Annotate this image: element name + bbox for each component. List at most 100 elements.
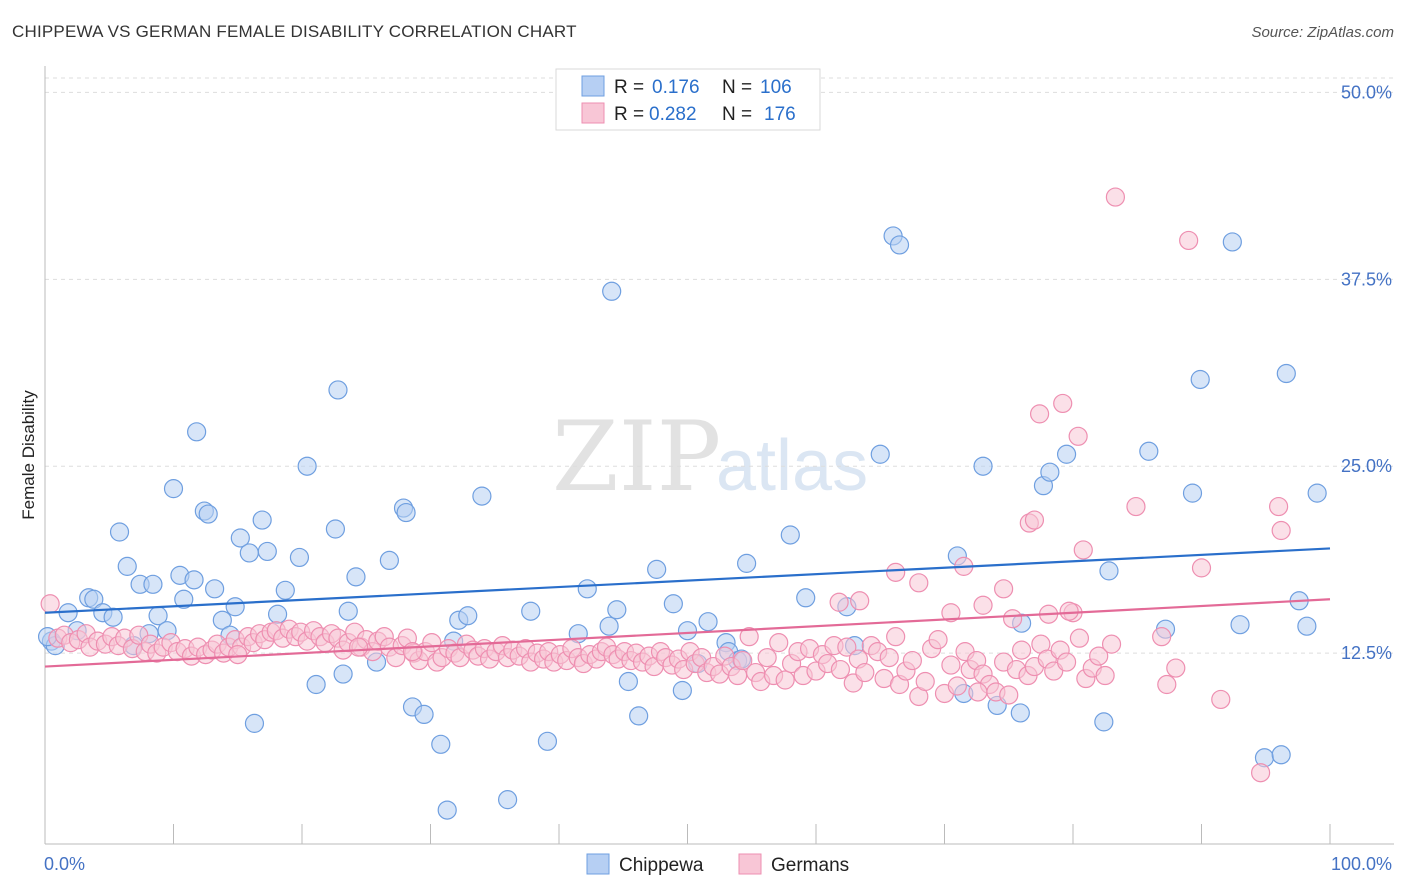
chart-title: CHIPPEWA VS GERMAN FEMALE DISABILITY COR… xyxy=(12,22,577,41)
germans-point xyxy=(1152,627,1172,647)
chippewa-point xyxy=(431,734,451,754)
germans-trend-line xyxy=(44,598,1331,668)
stats-n-value-1: 106 xyxy=(760,77,792,98)
chippewa-point xyxy=(663,594,683,614)
axes xyxy=(44,66,1394,845)
chippewa-point xyxy=(109,522,130,542)
chippewa-point xyxy=(333,664,353,684)
chippewa-point xyxy=(1182,483,1203,503)
germans-point xyxy=(40,594,60,614)
stats-n-value-2: 176 xyxy=(764,104,796,125)
germans-point xyxy=(1271,520,1291,541)
germans-point xyxy=(1268,496,1289,517)
chippewa-point xyxy=(187,422,207,442)
germans-point xyxy=(757,647,777,668)
chippewa-point xyxy=(225,597,245,617)
series-legend: Chippewa Germans xyxy=(586,853,849,876)
germans-point xyxy=(228,645,248,665)
germans-point xyxy=(850,591,870,611)
chippewa-point xyxy=(618,671,638,692)
chippewa-point xyxy=(629,706,649,726)
chippewa-legend-swatch xyxy=(581,75,605,97)
chippewa-point xyxy=(289,547,310,568)
chippewa-point xyxy=(870,444,890,464)
germans-point xyxy=(968,682,988,702)
chippewa-point xyxy=(230,528,250,548)
germans-point xyxy=(1157,674,1177,695)
chippewa-point xyxy=(414,704,434,725)
y-tick-label: 50.0% xyxy=(1341,82,1392,102)
germans-point xyxy=(1024,510,1045,530)
germans-point xyxy=(1069,628,1090,648)
y-tick-label: 37.5% xyxy=(1341,269,1392,289)
stats-n-label-1: N = xyxy=(722,77,752,98)
chippewa-point xyxy=(672,680,692,701)
chippewa-point xyxy=(1056,444,1077,464)
chippewa-point xyxy=(174,589,194,609)
watermark-zip: ZIP xyxy=(552,401,721,513)
legend-chippewa-swatch xyxy=(586,853,610,875)
germans-point xyxy=(1089,646,1109,666)
germans-point xyxy=(1101,634,1122,654)
chippewa-point xyxy=(338,601,358,621)
germans-point xyxy=(775,670,795,690)
germans-point xyxy=(1068,426,1088,446)
chippewa-point xyxy=(1190,369,1210,390)
chippewa-point xyxy=(1230,615,1250,635)
germans-legend-swatch xyxy=(581,102,605,124)
chippewa-point xyxy=(275,580,295,600)
chippewa-point xyxy=(780,525,800,545)
chippewa-points xyxy=(37,226,1327,820)
chippewa-point xyxy=(647,559,667,579)
chippewa-point xyxy=(1276,363,1296,384)
germans-point xyxy=(1095,665,1115,686)
legend-chippewa-label: Chippewa xyxy=(619,855,704,876)
trend-lines xyxy=(44,547,1331,668)
chippewa-point xyxy=(212,610,232,630)
watermark: ZIP atlas xyxy=(552,401,868,513)
germans-point xyxy=(1191,558,1212,578)
germans-point xyxy=(886,562,906,582)
chippewa-point xyxy=(796,588,816,608)
chippewa-point xyxy=(239,543,259,563)
germans-point xyxy=(733,650,753,671)
chippewa-point xyxy=(1307,483,1327,503)
chippewa-point xyxy=(163,479,184,499)
y-tick-label: 12.5% xyxy=(1341,643,1392,663)
source-label: Source: ZipAtlas.com xyxy=(1251,24,1394,41)
germans-point xyxy=(855,662,875,683)
germans-point xyxy=(973,595,993,615)
chippewa-point xyxy=(599,616,619,636)
chippewa-point xyxy=(306,674,326,695)
chippewa-point xyxy=(472,486,492,506)
chippewa-point xyxy=(379,550,399,571)
stats-r-label-2: R = xyxy=(614,104,644,125)
x-tick-label: 100.0% xyxy=(1331,854,1392,874)
germans-point xyxy=(1126,496,1146,517)
legend-germans-swatch xyxy=(738,853,762,875)
x-tick-labels: 0.0% 100.0% xyxy=(44,854,1392,874)
y-tick-label: 25.0% xyxy=(1341,456,1392,476)
chippewa-point xyxy=(437,800,457,820)
chippewa-point xyxy=(1297,616,1317,636)
chippewa-point xyxy=(607,600,627,620)
gridlines xyxy=(45,77,1394,654)
stats-r-label-1: R = xyxy=(614,77,644,98)
germans-point xyxy=(1056,652,1077,672)
germans-point xyxy=(1003,609,1023,629)
y-tick-labels: 12.5% 25.0% 37.5% 50.0% xyxy=(1341,82,1392,663)
chippewa-point xyxy=(328,380,348,400)
germans-point xyxy=(739,627,759,647)
chippewa-point xyxy=(267,604,288,624)
germans-point xyxy=(769,633,789,653)
chippewa-point xyxy=(737,553,757,573)
chippewa-point xyxy=(184,570,204,590)
chippewa-point xyxy=(117,556,137,576)
chippewa-point xyxy=(198,504,218,524)
germans-point xyxy=(1073,540,1093,560)
chippewa-point xyxy=(84,589,104,609)
stats-n-label-2: N = xyxy=(722,104,752,125)
germans-point xyxy=(1211,689,1231,710)
germans-point xyxy=(348,637,369,657)
